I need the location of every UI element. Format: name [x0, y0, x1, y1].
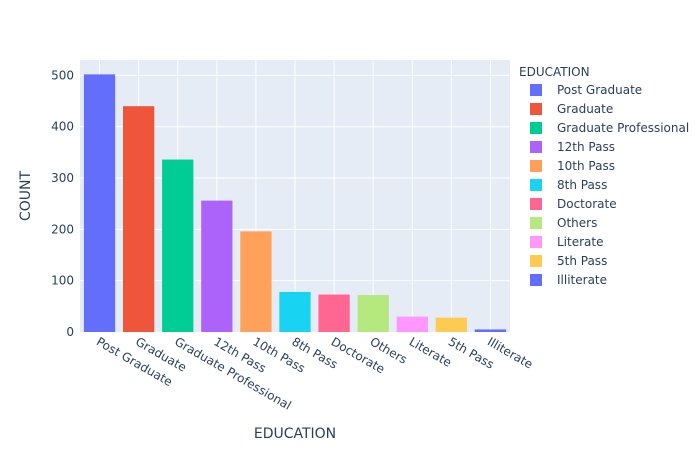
- y-tick-label: 400: [51, 120, 74, 134]
- bar-10th-pass: [240, 231, 272, 332]
- legend-label: Literate: [557, 235, 603, 249]
- legend-swatch: [530, 236, 542, 248]
- y-axis-title: COUNT: [18, 171, 34, 222]
- bar-8th-pass: [279, 291, 311, 332]
- legend-swatch: [530, 198, 542, 210]
- legend-label: 5th Pass: [557, 254, 607, 268]
- legend-label: Graduate: [557, 102, 613, 116]
- legend-swatch: [530, 274, 542, 286]
- legend-label: 8th Pass: [557, 178, 607, 192]
- bar-others: [357, 295, 389, 332]
- bar-5th-pass: [435, 317, 467, 332]
- legend-swatch: [530, 255, 542, 267]
- legend-swatch: [530, 160, 542, 172]
- y-tick-label: 300: [51, 171, 74, 185]
- legend-label: Graduate Professional: [557, 121, 689, 135]
- bar-graduate-professional: [162, 159, 194, 332]
- legend-swatch: [530, 217, 542, 229]
- legend-swatch: [530, 84, 542, 96]
- legend-label: Post Graduate: [557, 83, 642, 97]
- legend-label: Others: [557, 216, 597, 230]
- legend-label: 10th Pass: [557, 159, 615, 173]
- x-tick-label: Literate: [407, 334, 454, 369]
- bar-graduate: [123, 106, 155, 332]
- y-tick-label: 500: [51, 68, 74, 82]
- legend-title: EDUCATION: [519, 65, 590, 79]
- bar-literate: [396, 316, 428, 332]
- legend: EDUCATION Post Graduate Graduate Graduate …: [519, 65, 689, 287]
- bar-post-graduate: [83, 74, 116, 332]
- legend-swatch: [530, 141, 542, 153]
- legend-label: 12th Pass: [557, 140, 615, 154]
- legend-label: Illiterate: [557, 273, 607, 287]
- y-tick-label: 0: [66, 325, 74, 339]
- bar-illiterate: [474, 329, 507, 332]
- legend-swatch: [530, 179, 542, 191]
- bar-12th-pass: [201, 200, 233, 332]
- legend-swatch: [530, 122, 542, 134]
- x-axis-title: EDUCATION: [254, 426, 336, 442]
- legend-label: Doctorate: [557, 197, 617, 211]
- bar-doctorate: [318, 294, 350, 332]
- legend-swatch: [530, 103, 542, 115]
- y-tick-label: 200: [51, 222, 74, 236]
- bars: [83, 74, 507, 332]
- y-axis-ticks: 0 100 200 300 400 500: [51, 68, 74, 339]
- y-tick-label: 100: [51, 274, 74, 288]
